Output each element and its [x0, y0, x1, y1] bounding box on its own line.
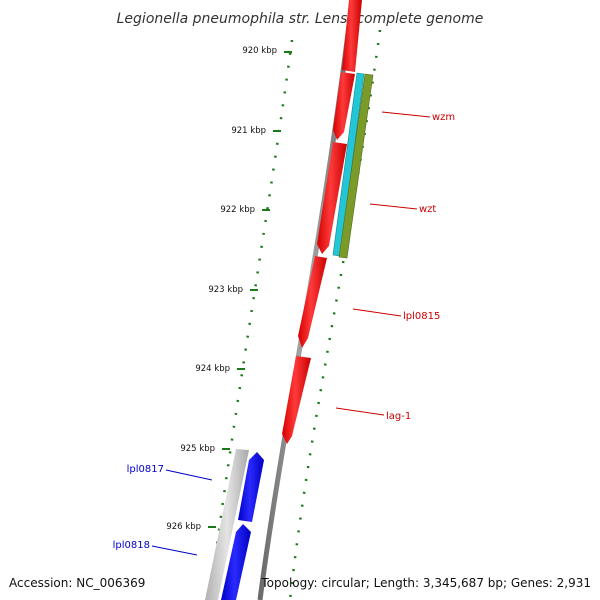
ruler-tick — [237, 368, 245, 370]
gene-label-lpl0815: lpl0815 — [403, 311, 440, 322]
ruler-tick-label: 926 kbp — [166, 522, 201, 532]
ruler-tick — [250, 289, 258, 291]
gene-label-wzm: wzm — [432, 112, 455, 123]
forward-features — [282, 0, 362, 444]
ruler-tick-label: 923 kbp — [208, 285, 243, 295]
leader-line-wzt — [369, 203, 418, 210]
gene-feature-wzt — [317, 142, 347, 254]
gene-label-lines — [151, 111, 431, 556]
ruler-tick — [284, 51, 292, 53]
leader-line-lpl0818 — [151, 545, 198, 556]
gene-label-lpl0817: lpl0817 — [127, 464, 164, 475]
leader-line-lpl0815 — [352, 308, 402, 317]
ruler-ticks — [208, 51, 292, 528]
accession-text: Accession: NC_006369 — [9, 576, 145, 590]
ruler-tick — [273, 130, 281, 132]
leader-line-lpl0817 — [165, 469, 213, 481]
gene-label-lag-1: lag-1 — [386, 411, 411, 422]
ruler-tick — [262, 209, 270, 211]
gene-feature-lpl0817 — [238, 452, 264, 522]
gene-label-wzt: wzt — [419, 204, 436, 215]
ruler-tick — [208, 526, 216, 528]
ruler-tick-label: 924 kbp — [195, 364, 230, 374]
gene-feature-top — [342, 0, 362, 72]
gene-feature-lpl0818 — [221, 524, 251, 600]
gene-feature-lag-1 — [282, 356, 311, 444]
ruler-labels: 920 kbp 921 kbp 922 kbp 923 kbp 924 kbp … — [166, 46, 277, 532]
leader-line-wzm — [381, 111, 431, 118]
gene-labels: wzm wzt lpl0815 lag-1 lpl0817 lpl0818 — [113, 112, 456, 551]
gene-label-lpl0818: lpl0818 — [113, 540, 150, 551]
ruler-tick — [222, 448, 230, 450]
genome-summary-text: Topology: circular; Length: 3,345,687 bp… — [260, 576, 591, 590]
gene-feature-wzm — [333, 72, 355, 140]
ruler-tick-label: 920 kbp — [242, 46, 277, 56]
map-title: Legionella pneumophila str. Lens, comple… — [117, 11, 484, 27]
reverse-features — [221, 452, 264, 600]
ruler-tick-label: 922 kbp — [220, 205, 255, 215]
gene-feature-olive — [338, 73, 374, 259]
gene-feature-gray — [205, 449, 249, 600]
gene-feature-lpl0815 — [298, 256, 327, 348]
leader-line-lag-1 — [335, 407, 385, 416]
ruler-tick-label: 921 kbp — [231, 126, 266, 136]
ruler-tick-label: 925 kbp — [180, 444, 215, 454]
